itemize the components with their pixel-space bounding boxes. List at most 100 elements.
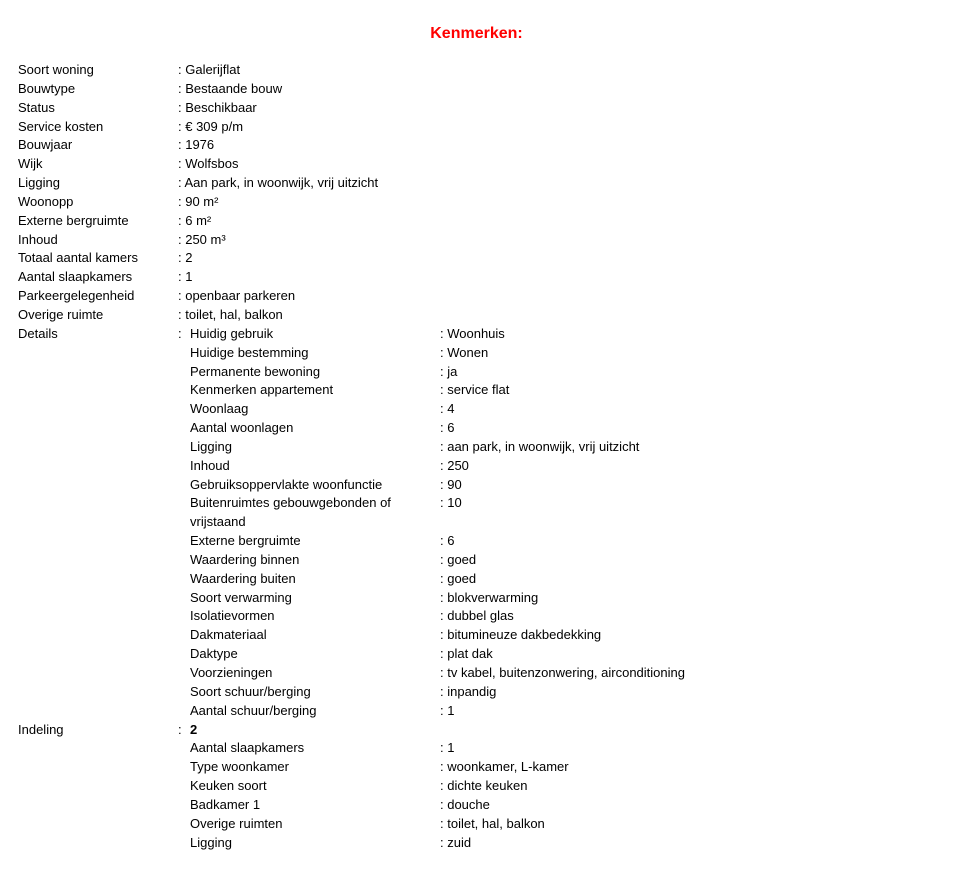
- detail-row: Huidig gebruik: Woonhuis: [190, 325, 935, 344]
- property-value: : Aan park, in woonwijk, vrij uitzicht: [178, 174, 935, 193]
- indeling-row: Badkamer 1: douche: [190, 796, 935, 815]
- property-value: : 6 m²: [178, 212, 935, 231]
- detail-row: Inhoud: 250: [190, 457, 935, 476]
- detail-label: Isolatievormen: [190, 607, 440, 626]
- indeling-sub-value: : zuid: [440, 834, 935, 853]
- property-label: Overige ruimte: [18, 306, 178, 325]
- indeling-sub-label: Badkamer 1: [190, 796, 440, 815]
- property-label: Woonopp: [18, 193, 178, 212]
- detail-label: Waardering buiten: [190, 570, 440, 589]
- detail-label: Aantal woonlagen: [190, 419, 440, 438]
- detail-value: : plat dak: [440, 645, 935, 664]
- detail-row: Huidige bestemming: Wonen: [190, 344, 935, 363]
- colon-prefix: :: [178, 721, 190, 740]
- detail-row: Buitenruimtes gebouwgebonden of vrijstaa…: [190, 494, 935, 532]
- property-label: Inhoud: [18, 231, 178, 250]
- property-row: Inhoud: 250 m³: [18, 231, 935, 250]
- main-properties: Soort woning: GalerijflatBouwtype: Besta…: [18, 61, 935, 325]
- property-label: Soort woning: [18, 61, 178, 80]
- property-value: : 90 m²: [178, 193, 935, 212]
- indeling-sub-label: Aantal slaapkamers: [190, 739, 440, 758]
- detail-value: : dubbel glas: [440, 607, 935, 626]
- property-row: Wijk: Wolfsbos: [18, 155, 935, 174]
- indeling-row: Overige ruimten: toilet, hal, balkon: [190, 815, 935, 834]
- detail-row: Isolatievormen: dubbel glas: [190, 607, 935, 626]
- detail-value: : 250: [440, 457, 935, 476]
- detail-row: Soort verwarming: blokverwarming: [190, 589, 935, 608]
- property-label: Bouwjaar: [18, 136, 178, 155]
- indeling-sub-label: Type woonkamer: [190, 758, 440, 777]
- detail-label: Gebruiksoppervlakte woonfunctie: [190, 476, 440, 495]
- detail-label: Woonlaag: [190, 400, 440, 419]
- detail-value: : 4: [440, 400, 935, 419]
- property-value: : Wolfsbos: [178, 155, 935, 174]
- indeling-sub-value: : 1: [440, 739, 935, 758]
- indeling-row: Keuken soort: dichte keuken: [190, 777, 935, 796]
- property-row: Overige ruimte: toilet, hal, balkon: [18, 306, 935, 325]
- colon-prefix: :: [178, 325, 190, 344]
- property-value: : openbaar parkeren: [178, 287, 935, 306]
- detail-label: Dakmateriaal: [190, 626, 440, 645]
- property-label: Aantal slaapkamers: [18, 268, 178, 287]
- detail-row: Permanente bewoning: ja: [190, 363, 935, 382]
- detail-value: : bitumineuze dakbedekking: [440, 626, 935, 645]
- detail-label: Daktype: [190, 645, 440, 664]
- details-label: Details: [18, 325, 178, 721]
- property-value: : 1: [178, 268, 935, 287]
- indeling-sub-value: : woonkamer, L-kamer: [440, 758, 935, 777]
- detail-row: Woonlaag: 4: [190, 400, 935, 419]
- property-row: Bouwjaar: 1976: [18, 136, 935, 155]
- detail-label: Waardering binnen: [190, 551, 440, 570]
- detail-label: Huidige bestemming: [190, 344, 440, 363]
- detail-value: : blokverwarming: [440, 589, 935, 608]
- detail-row: Soort schuur/berging: inpandig: [190, 683, 935, 702]
- property-row: Woonopp: 90 m²: [18, 193, 935, 212]
- property-row: Soort woning: Galerijflat: [18, 61, 935, 80]
- detail-value: : tv kabel, buitenzonwering, airconditio…: [440, 664, 935, 683]
- property-value: : Beschikbaar: [178, 99, 935, 118]
- detail-value: : service flat: [440, 381, 935, 400]
- detail-row: Ligging: aan park, in woonwijk, vrij uit…: [190, 438, 935, 457]
- detail-value: : inpandig: [440, 683, 935, 702]
- detail-value: : goed: [440, 570, 935, 589]
- property-label: Parkeergelegenheid: [18, 287, 178, 306]
- property-label: Wijk: [18, 155, 178, 174]
- property-row: Totaal aantal kamers: 2: [18, 249, 935, 268]
- indeling-sub-label: Ligging: [190, 834, 440, 853]
- detail-label: Soort schuur/berging: [190, 683, 440, 702]
- detail-row: Dakmateriaal: bitumineuze dakbedekking: [190, 626, 935, 645]
- detail-row: Aantal schuur/berging: 1: [190, 702, 935, 721]
- indeling-row: Type woonkamer: woonkamer, L-kamer: [190, 758, 935, 777]
- indeling-label: Indeling: [18, 721, 178, 853]
- detail-row: Daktype: plat dak: [190, 645, 935, 664]
- property-label: Ligging: [18, 174, 178, 193]
- property-row: Aantal slaapkamers: 1: [18, 268, 935, 287]
- property-row: Parkeergelegenheid: openbaar parkeren: [18, 287, 935, 306]
- detail-row: Waardering binnen: goed: [190, 551, 935, 570]
- detail-label: Ligging: [190, 438, 440, 457]
- indeling-header-row: 2: [190, 721, 935, 740]
- property-label: Service kosten: [18, 118, 178, 137]
- detail-label: Externe bergruimte: [190, 532, 440, 551]
- property-row: Ligging: Aan park, in woonwijk, vrij uit…: [18, 174, 935, 193]
- indeling-sub-value: : dichte keuken: [440, 777, 935, 796]
- section-heading: Kenmerken:: [18, 25, 935, 43]
- property-value: : 1976: [178, 136, 935, 155]
- property-row: Service kosten: € 309 p/m: [18, 118, 935, 137]
- detail-label: Permanente bewoning: [190, 363, 440, 382]
- indeling-sub-value: : douche: [440, 796, 935, 815]
- detail-value: : aan park, in woonwijk, vrij uitzicht: [440, 438, 935, 457]
- detail-label: Kenmerken appartement: [190, 381, 440, 400]
- detail-row: Externe bergruimte: 6: [190, 532, 935, 551]
- indeling-values: : 2 Aantal slaapkamers: 1Type woonkamer:…: [178, 721, 935, 853]
- property-row: Bouwtype: Bestaande bouw: [18, 80, 935, 99]
- indeling-sub-label: Overige ruimten: [190, 815, 440, 834]
- detail-row: Voorzieningen: tv kabel, buitenzonwering…: [190, 664, 935, 683]
- detail-label: Huidig gebruik: [190, 325, 440, 344]
- property-value: : Bestaande bouw: [178, 80, 935, 99]
- detail-label: Soort verwarming: [190, 589, 440, 608]
- detail-value: : ja: [440, 363, 935, 382]
- detail-value: : goed: [440, 551, 935, 570]
- detail-value: : 6: [440, 532, 935, 551]
- detail-label: Buitenruimtes gebouwgebonden of vrijstaa…: [190, 494, 440, 532]
